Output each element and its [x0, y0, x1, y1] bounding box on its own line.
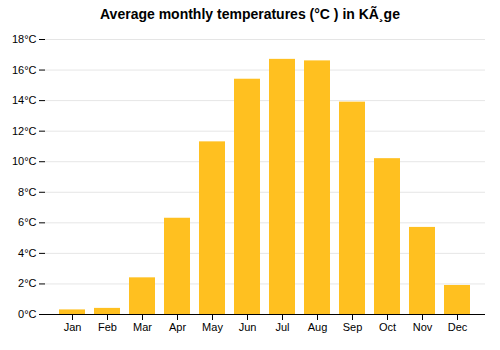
- svg-text:6°C: 6°C: [18, 216, 37, 228]
- html-text:Average monthly temperatures (: Average monthly temperatures (°C ) in KÃ…: [100, 6, 400, 22]
- svg-text:Dec: Dec: [448, 321, 468, 333]
- svg-text:Jul: Jul: [275, 321, 289, 333]
- svg-text:18°C: 18°C: [12, 33, 37, 45]
- svg-text:Oct: Oct: [379, 321, 396, 333]
- svg-text:Apr: Apr: [169, 321, 186, 333]
- svg-text:Aug: Aug: [308, 321, 328, 333]
- svg-text:2°C: 2°C: [18, 277, 37, 289]
- svg-text:Jan: Jan: [64, 321, 82, 333]
- svg-text:Feb: Feb: [98, 321, 117, 333]
- svg-text:0°C: 0°C: [18, 308, 37, 320]
- svg-text:12°C: 12°C: [12, 125, 37, 137]
- svg-text:14°C: 14°C: [12, 94, 37, 106]
- svg-text:Mar: Mar: [133, 321, 152, 333]
- svg-text:Sep: Sep: [343, 321, 363, 333]
- svg-text:Jun: Jun: [239, 321, 257, 333]
- svg-text:16°C: 16°C: [12, 64, 37, 76]
- svg-text:8°C: 8°C: [18, 186, 37, 198]
- svg-text:4°C: 4°C: [18, 247, 37, 259]
- svg-text:Nov: Nov: [413, 321, 433, 333]
- svg-text:May: May: [202, 321, 223, 333]
- svg-text:10°C: 10°C: [12, 155, 37, 167]
